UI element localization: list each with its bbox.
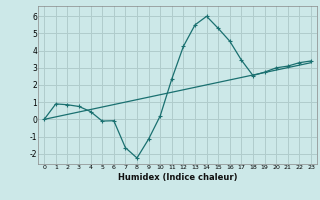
X-axis label: Humidex (Indice chaleur): Humidex (Indice chaleur): [118, 173, 237, 182]
